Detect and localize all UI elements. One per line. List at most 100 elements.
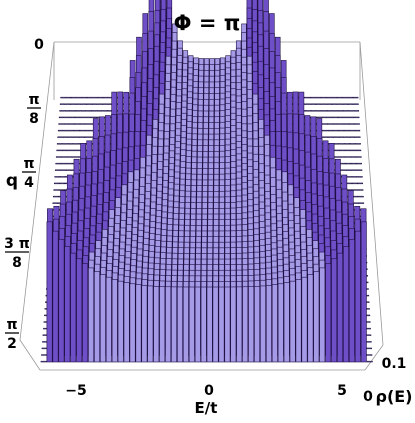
density-bar [165, 286, 172, 363]
density-bar [339, 149, 345, 152]
density-bar [301, 276, 308, 363]
density-bar [74, 129, 80, 132]
density-bar [74, 116, 81, 119]
density-bar [84, 129, 91, 132]
density-bar [352, 195, 359, 198]
density-bar [354, 116, 360, 119]
density-bar [230, 286, 237, 363]
density-bar [91, 116, 97, 119]
density-bar [86, 96, 93, 99]
density-bar [52, 230, 59, 363]
density-bar [41, 354, 48, 356]
density-bar [316, 110, 322, 112]
density-bar [271, 284, 278, 363]
density-bar [72, 149, 79, 152]
density-bar [322, 129, 328, 132]
density-bar [331, 96, 338, 99]
density-bar [206, 286, 213, 363]
density-bar [69, 116, 75, 119]
z-tick-label: 0 [363, 389, 373, 405]
density-bar [265, 285, 272, 363]
density-bar [73, 136, 80, 138]
density-bar [123, 282, 130, 363]
density-bar [60, 169, 66, 171]
y-tick-numerator: π [23, 156, 34, 172]
density-bar [348, 110, 354, 112]
density-bar [71, 96, 77, 99]
density-bar [346, 189, 353, 191]
density-bar [65, 169, 72, 171]
density-bar [82, 263, 89, 363]
density-bar [86, 110, 92, 112]
density-bar [347, 96, 354, 99]
density-bar [99, 274, 106, 363]
density-bar [55, 162, 61, 165]
density-bar [54, 176, 60, 178]
density-bar [277, 283, 284, 363]
density-bar [305, 110, 311, 112]
density-bar [64, 110, 71, 112]
density-bar [332, 103, 338, 105]
density-bar [338, 129, 344, 132]
density-bar [91, 103, 98, 105]
density-bar [76, 258, 83, 363]
density-bar [344, 149, 351, 152]
density-bar [352, 202, 359, 204]
density-bar [348, 103, 354, 105]
density-bar [58, 116, 65, 119]
density-bar [346, 176, 352, 178]
density-bar [332, 123, 339, 125]
density-bar [68, 129, 75, 132]
density-bar [322, 123, 328, 125]
density-bar [194, 286, 201, 363]
z-axis-label: ρ(E) [375, 387, 412, 406]
density-bar [40, 360, 47, 363]
density-bar [340, 169, 346, 171]
density-bar [81, 103, 87, 105]
density-bar [212, 286, 219, 363]
density-bar [59, 103, 66, 105]
density-bar [102, 110, 108, 112]
y-tick-denominator: 8 [29, 111, 39, 127]
density-bar [354, 230, 361, 363]
density-bar [105, 276, 112, 363]
density-bar [111, 279, 118, 363]
density-bar [327, 116, 333, 119]
density-bar [356, 156, 362, 158]
density-bar [94, 271, 100, 363]
density-bar [338, 123, 344, 125]
density-bar [65, 103, 71, 105]
density-bar [236, 286, 243, 363]
density-bar [343, 116, 349, 119]
density-bar [349, 129, 355, 132]
y-tick-numerator: π [28, 92, 39, 108]
density-bar [56, 149, 62, 152]
density-bar [310, 103, 317, 105]
density-bar [366, 360, 373, 363]
density-bar [326, 110, 333, 112]
density-bar [355, 149, 362, 152]
density-bar [345, 169, 352, 171]
density-bar [188, 286, 195, 363]
density-bar [135, 284, 142, 363]
density-bar [343, 246, 349, 363]
density-bar [327, 129, 334, 132]
density-bar [351, 182, 358, 185]
density-bar [46, 221, 53, 363]
density-bar [97, 103, 103, 105]
density-bar [345, 162, 351, 165]
density-bar [342, 96, 348, 99]
density-bar [348, 239, 355, 363]
density-bar [348, 116, 355, 119]
density-bar [80, 116, 86, 119]
density-bar [88, 267, 95, 363]
density-bar [337, 116, 344, 119]
density-bar [248, 286, 255, 363]
density-bar [70, 110, 76, 112]
density-bar [54, 169, 61, 171]
density-bar [350, 162, 357, 165]
density-bar [102, 96, 109, 99]
y-axis-label: q [6, 171, 18, 191]
density-bar [326, 103, 333, 105]
density-bar [349, 123, 355, 125]
